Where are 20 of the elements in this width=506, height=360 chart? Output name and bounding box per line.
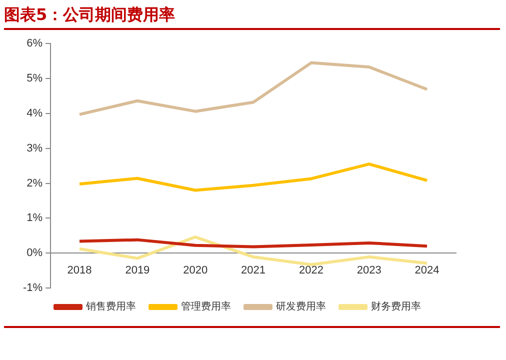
y-tick-label: 2% [26, 177, 43, 190]
x-tick-label: 2020 [183, 264, 208, 277]
x-tick-label: 2018 [67, 264, 92, 277]
y-tick-label: 1% [26, 212, 43, 224]
y-tick-label: 6% [26, 38, 43, 50]
legend-label: 管理费用率 [181, 300, 231, 313]
chart-title: 图表5：公司期间费用率 [4, 4, 500, 30]
y-tick-label: 5% [26, 72, 43, 85]
x-tick-label: 2022 [298, 264, 324, 277]
legend-label: 财务费用率 [371, 300, 421, 313]
x-tick-label: 2019 [125, 264, 150, 277]
y-tick-label: 3% [26, 142, 43, 154]
legend-label: 研发费用率 [276, 300, 326, 313]
x-tick-label: 2021 [241, 264, 266, 277]
y-tick-label: 4% [26, 107, 43, 120]
y-tick-label: 0% [26, 247, 43, 260]
x-tick-label: 2023 [356, 264, 382, 277]
x-tick-label: 2024 [414, 264, 440, 277]
y-tick-label: -1% [23, 282, 43, 294]
legend-label: 销售费用率 [85, 300, 136, 313]
